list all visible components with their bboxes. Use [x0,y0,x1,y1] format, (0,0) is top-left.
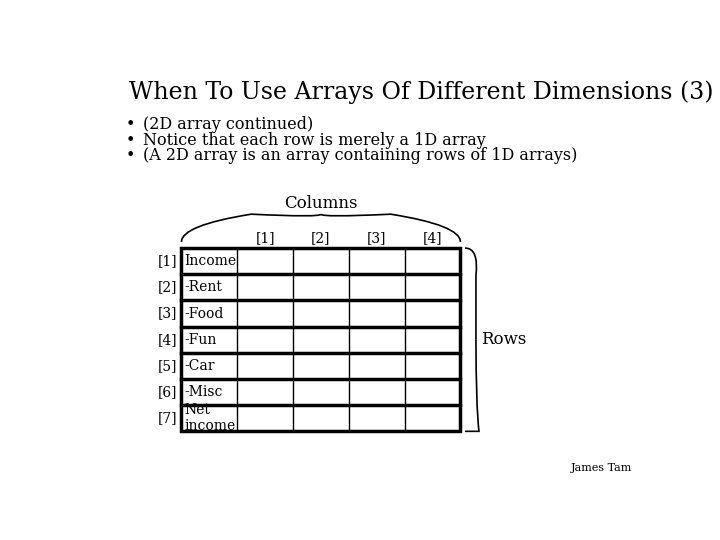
Bar [181,248,461,431]
Text: [4]: [4] [158,333,177,347]
Text: [5]: [5] [158,359,177,373]
Text: -Fun: -Fun [184,333,217,347]
Text: -Rent: -Rent [184,280,222,294]
Text: -Misc: -Misc [184,385,223,399]
Text: [2]: [2] [158,280,177,294]
Text: [1]: [1] [158,254,177,268]
Bar [181,248,461,431]
Text: Net
income: Net income [184,403,236,433]
Text: [2]: [2] [311,231,330,245]
Text: (A 2D array is an array containing rows of 1D arrays): (A 2D array is an array containing rows … [143,147,577,164]
Text: Income: Income [184,254,237,268]
Text: Notice that each row is merely a 1D array: Notice that each row is merely a 1D arra… [143,132,485,148]
Text: Rows: Rows [481,331,526,348]
Text: When To Use Arrays Of Different Dimensions (3): When To Use Arrays Of Different Dimensio… [129,80,714,104]
Text: -Car: -Car [184,359,215,373]
Text: [1]: [1] [256,231,275,245]
Text: James Tam: James Tam [571,463,632,473]
Text: •: • [125,132,135,148]
Text: •: • [125,116,135,133]
Text: [7]: [7] [158,411,177,425]
Text: -Food: -Food [184,307,224,321]
Text: (2D array continued): (2D array continued) [143,116,313,133]
Text: [3]: [3] [367,231,387,245]
Text: [6]: [6] [158,385,177,399]
Text: Columns: Columns [284,195,358,212]
Text: •: • [125,147,135,164]
Text: [3]: [3] [158,307,177,321]
Text: [4]: [4] [423,231,442,245]
